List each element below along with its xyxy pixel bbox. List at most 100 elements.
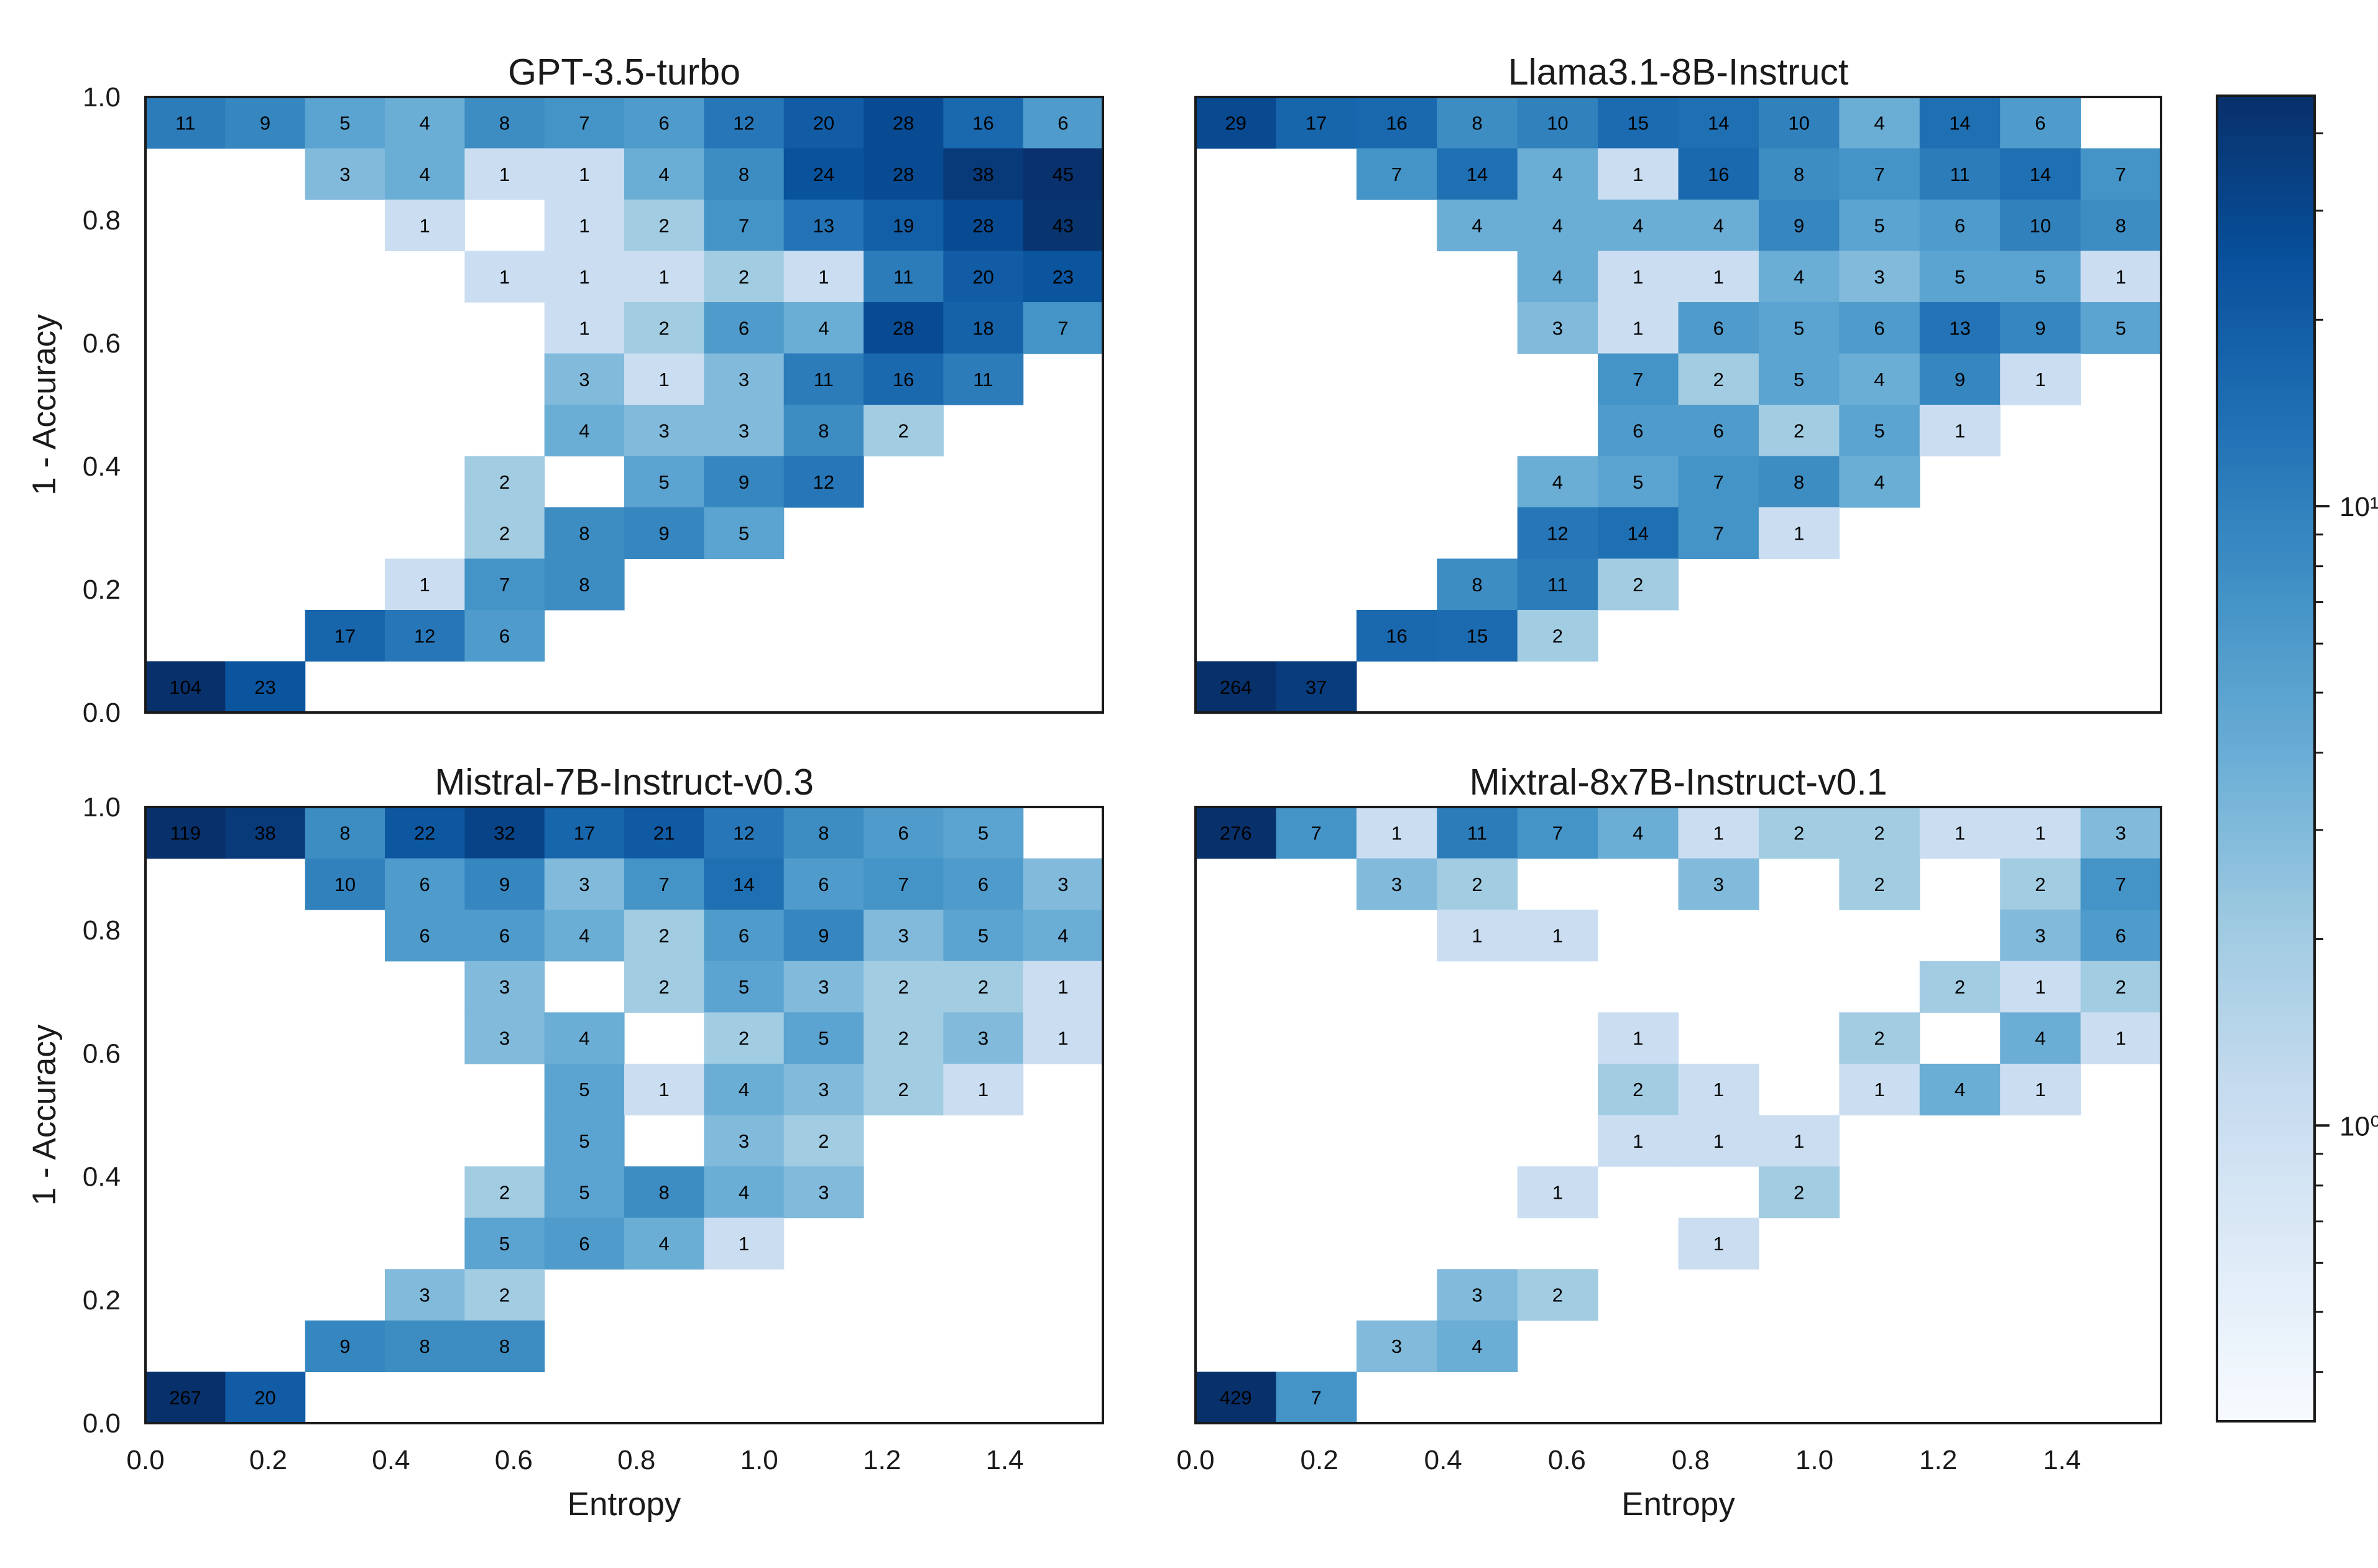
heatmap-cell	[464, 558, 545, 611]
colorbar-segment	[2217, 115, 2315, 123]
colorbar-segment	[2217, 149, 2315, 156]
cell-label: 3	[739, 369, 749, 390]
colorbar-segment	[2217, 268, 2315, 275]
cell-label: 1	[499, 266, 510, 288]
cell-label: 6	[420, 925, 430, 946]
heatmap-cell	[1839, 456, 1920, 508]
cell-label: 3	[2035, 925, 2045, 946]
colorbar-segment	[2217, 851, 2315, 859]
heatmap-cell	[1839, 1063, 1920, 1116]
x-axis-label: Entropy	[1621, 1486, 1735, 1523]
heatmap-cell	[464, 610, 545, 662]
cell-label: 2	[2035, 874, 2045, 895]
heatmap-cell	[704, 302, 785, 354]
cell-label: 16	[972, 112, 993, 134]
cell-label: 8	[2116, 214, 2126, 236]
colorbar-segment	[2217, 745, 2315, 753]
colorbar-segment	[2217, 1215, 2315, 1224]
cell-label: 10	[1788, 112, 1809, 134]
heatmap-cell	[464, 148, 545, 200]
cell-label: 4	[1633, 214, 1643, 236]
heatmap-cell	[1678, 1217, 1759, 1270]
cell-label: 1	[1713, 1079, 1724, 1100]
heatmap-cell	[2000, 910, 2081, 962]
heatmap-cell	[783, 302, 864, 354]
cell-label: 4	[1633, 822, 1643, 844]
cell-label: 267	[169, 1387, 201, 1409]
cell-label: 1	[1633, 1028, 1643, 1049]
cell-label: 12	[813, 471, 834, 493]
colorbar-segment	[2217, 540, 2315, 547]
colorbar-segment	[2217, 1375, 2315, 1383]
heatmap-cell	[624, 405, 704, 457]
colorbar-segment	[2217, 321, 2315, 329]
heatmap-cell	[1598, 1012, 1679, 1064]
cell-label: 2	[1633, 1079, 1643, 1100]
cell-label: 7	[739, 214, 749, 236]
heatmap-cell	[943, 1063, 1024, 1116]
cell-label: 7	[2116, 164, 2126, 185]
cell-label: 9	[659, 522, 670, 544]
x-tick-label: 1.0	[740, 1445, 778, 1475]
cell-label: 2	[1552, 1284, 1563, 1306]
cell-label: 4	[1058, 925, 1068, 946]
colorbar-segment	[2217, 348, 2315, 355]
heatmap-cell	[1276, 661, 1357, 713]
colorbar-segment	[2217, 679, 2315, 686]
colorbar-segment	[2217, 506, 2315, 514]
heatmap-cell	[1517, 456, 1598, 508]
heatmap-cell	[145, 807, 226, 859]
heatmap-cell	[783, 97, 864, 149]
x-tick-label: 0.2	[1301, 1445, 1339, 1475]
heatmap-cell	[1023, 148, 1104, 200]
heatmap-cell	[1678, 148, 1759, 200]
colorbar-segment	[2217, 1183, 2315, 1190]
cell-label: 9	[2035, 317, 2045, 339]
colorbar-segment	[2217, 1342, 2315, 1349]
heatmap-cell	[544, 507, 625, 560]
heatmap-cell	[464, 456, 545, 508]
cell-label: 9	[339, 1335, 350, 1357]
cell-label: 1	[2035, 976, 2045, 998]
heatmap-cell	[704, 200, 785, 252]
heatmap-cell	[624, 858, 704, 910]
colorbar-segment	[2217, 274, 2315, 282]
cell-label: 1	[1713, 1130, 1724, 1152]
cell-label: 11	[893, 266, 913, 288]
cell-label: 1	[1633, 164, 1643, 185]
heatmap-cell	[1678, 807, 1759, 859]
heatmap-cell	[1758, 302, 1840, 354]
heatmap-cell	[544, 200, 625, 252]
colorbar-segment	[2217, 1335, 2315, 1343]
cell-label: 8	[579, 574, 589, 596]
colorbar-segment	[2217, 413, 2315, 422]
cell-label: 4	[1874, 471, 1884, 493]
colorbar-segment	[2217, 1017, 2315, 1025]
colorbar-segment	[2217, 201, 2315, 210]
heatmap-cell	[385, 558, 465, 611]
cell-label: 7	[2116, 874, 2126, 895]
cell-label: 4	[579, 1028, 589, 1049]
cell-label: 6	[2035, 112, 2045, 134]
colorbar-segment	[2217, 248, 2315, 256]
heatmap-cell	[943, 910, 1024, 962]
heatmap-cell	[2080, 910, 2162, 962]
cell-label: 12	[733, 112, 754, 134]
cell-label: 23	[1053, 266, 1074, 288]
heatmap-cell	[1598, 251, 1679, 303]
colorbar-segment	[2217, 984, 2315, 992]
cell-label: 4	[1552, 164, 1563, 185]
heatmap-cell	[864, 251, 944, 303]
colorbar-segment	[2217, 1063, 2315, 1071]
heatmap-cell	[2000, 353, 2081, 405]
colorbar-segment	[2217, 228, 2315, 236]
cell-label: 8	[499, 1335, 510, 1357]
heatmap-cell	[704, 507, 785, 560]
cell-label: 3	[898, 925, 909, 946]
cell-label: 2	[1472, 874, 1482, 895]
cell-label: 2	[659, 976, 670, 998]
cell-label: 1	[659, 1079, 670, 1100]
heatmap-cell	[624, 1217, 704, 1270]
cell-label: 4	[1955, 1079, 1965, 1100]
colorbar-segment	[2217, 102, 2315, 110]
